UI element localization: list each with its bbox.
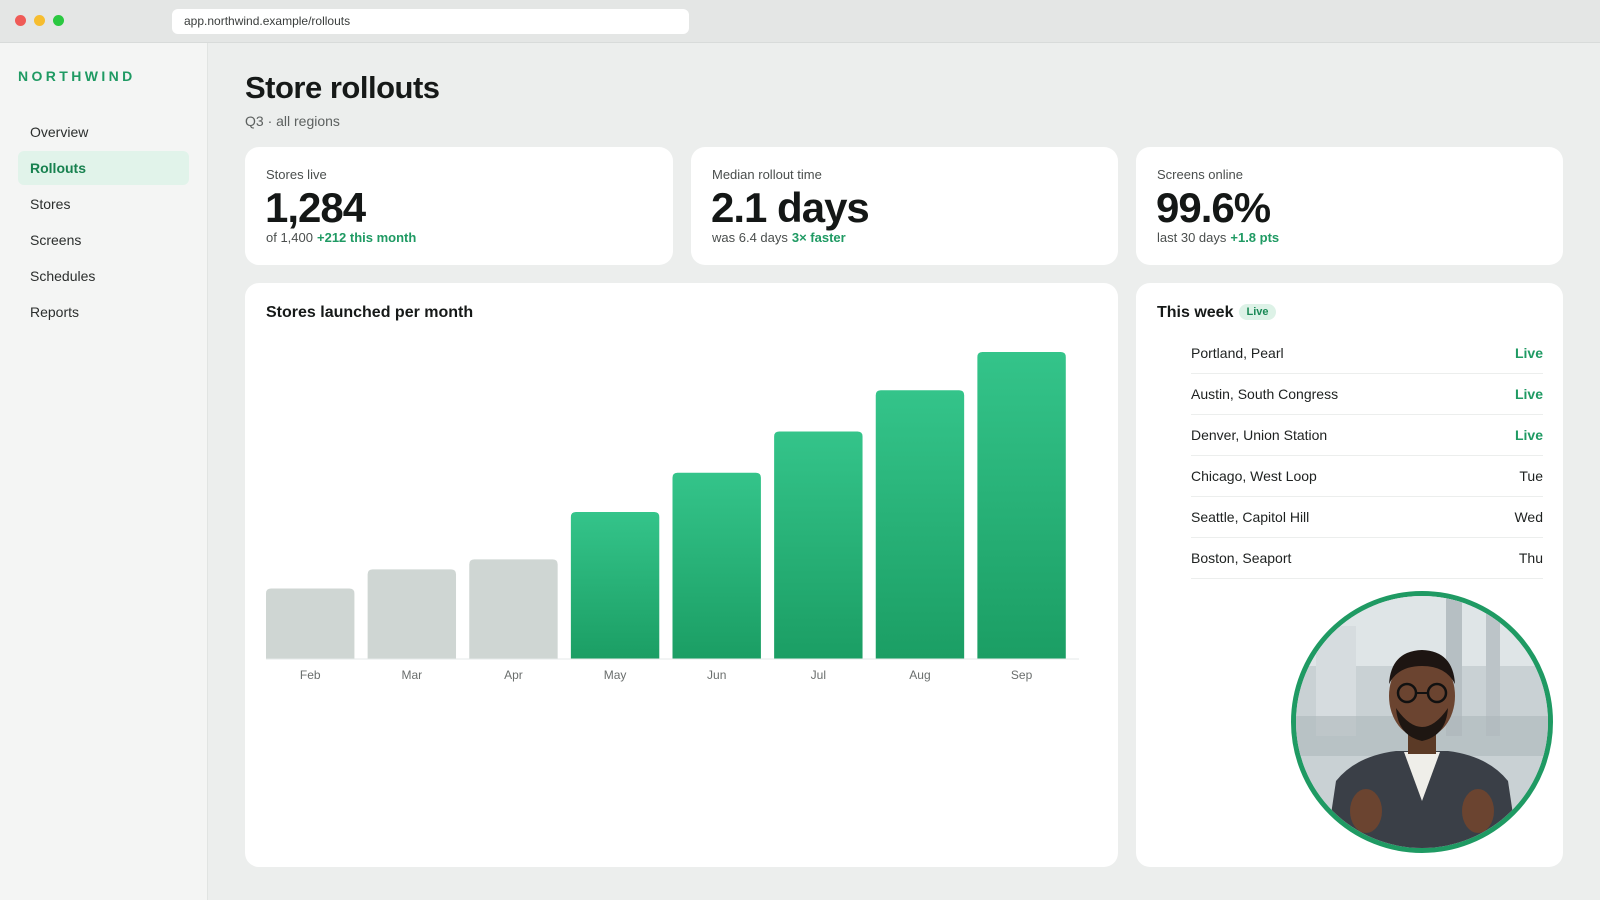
stat-value: 99.6%	[1156, 184, 1271, 231]
page-subtitle: Q3 · all regions	[245, 113, 340, 129]
browser-toolbar: app.northwind.example/rollouts	[0, 0, 1600, 43]
bar-jun[interactable]	[672, 472, 761, 659]
presenter-webcam	[1291, 591, 1553, 853]
page-title: Store rollouts	[245, 70, 440, 105]
x-tick-label: Jul	[811, 668, 826, 682]
store-status: Live	[1514, 427, 1543, 443]
minimize-window-button[interactable]	[34, 15, 45, 26]
store-name: Chicago, West Loop	[1191, 468, 1317, 484]
x-tick-label: Apr	[504, 668, 523, 682]
bar-apr[interactable]	[469, 559, 558, 659]
list-item[interactable]: Chicago, West Loop Tue	[1191, 456, 1543, 497]
bar-chart: Feb Mar Apr May Jun Jul Aug Sep	[266, 352, 1079, 682]
stat-sub-text: was 6.4 days	[712, 230, 788, 245]
stat-delta: 3× faster	[791, 230, 846, 245]
store-name: Seattle, Capitol Hill	[1191, 509, 1310, 525]
stat-sub-text: last 30 days	[1157, 230, 1227, 245]
store-status: Wed	[1514, 509, 1543, 525]
bar-may[interactable]	[570, 512, 660, 659]
address-bar[interactable]: app.northwind.example/rollouts	[172, 9, 689, 34]
stat-value: 2.1 days	[711, 184, 870, 231]
store-status: Live	[1514, 345, 1543, 361]
chart-card: Stores launched per month Feb Mar Apr May Ju…	[245, 283, 1118, 867]
x-tick-label: Mar	[401, 668, 422, 682]
list-item[interactable]: Seattle, Capitol Hill Wed	[1191, 497, 1543, 538]
list-item[interactable]: Denver, Union Station Live	[1191, 415, 1543, 456]
stat-card-screens-online: Screens online 99.6% last 30 days +1.8 pt…	[1136, 147, 1563, 265]
brand-logo[interactable]: NORTHWIND	[18, 68, 136, 84]
stat-sub: of 1,400 +212 this month	[266, 230, 416, 245]
presenter-avatar	[1296, 596, 1548, 848]
stat-card-median-rollout: Median rollout time 2.1 days was 6.4 day…	[691, 147, 1118, 265]
store-name: Denver, Union Station	[1191, 427, 1328, 443]
store-status: Tue	[1519, 468, 1543, 484]
chart-title: Stores launched per month	[266, 304, 474, 321]
close-window-button[interactable]	[15, 15, 26, 26]
store-name: Austin, South Congress	[1191, 386, 1339, 402]
this-week-title-text: This week	[1157, 304, 1234, 321]
stat-delta: +212 this month	[317, 230, 417, 245]
x-tick-label: Jun	[707, 668, 726, 682]
sidebar: NORTHWIND Overview Rollouts Stores Scree…	[0, 43, 208, 900]
sidebar-item-screens[interactable]: Screens	[30, 232, 82, 248]
stat-delta: +1.8 pts	[1230, 230, 1280, 245]
stat-label: Median rollout time	[712, 167, 822, 182]
stat-label: Screens online	[1157, 167, 1243, 182]
x-tick-label: Sep	[1011, 668, 1033, 682]
this-week-list: Portland, Pearl Live Austin, South Congre…	[1191, 333, 1543, 579]
stat-sub: was 6.4 days 3× faster	[712, 230, 846, 245]
x-tick-label: Aug	[909, 668, 930, 682]
list-item[interactable]: Austin, South Congress Live	[1191, 374, 1543, 415]
bar-jul[interactable]	[774, 431, 863, 659]
stat-sub-text: of 1,400	[266, 230, 313, 245]
sidebar-item-overview[interactable]: Overview	[30, 124, 89, 140]
bar-feb[interactable]	[266, 588, 355, 659]
maximize-window-button[interactable]	[53, 15, 64, 26]
stat-label: Stores live	[266, 167, 327, 182]
sidebar-item-stores[interactable]: Stores	[30, 196, 71, 212]
bar-aug[interactable]	[875, 390, 965, 659]
list-item[interactable]: Portland, Pearl Live	[1191, 333, 1543, 374]
store-status: Thu	[1518, 550, 1543, 566]
x-tick-label: Feb	[300, 668, 321, 682]
this-week-title: This week Live	[1157, 304, 1276, 322]
store-name: Boston, Seaport	[1191, 550, 1292, 566]
sidebar-item-schedules[interactable]: Schedules	[30, 268, 96, 284]
sidebar-item-rollouts[interactable]: Rollouts	[18, 151, 189, 185]
live-badge: Live	[1239, 304, 1276, 320]
bar-sep[interactable]	[977, 352, 1066, 659]
sidebar-item-reports[interactable]: Reports	[30, 304, 80, 320]
x-tick-label: May	[604, 668, 627, 682]
bar-mar[interactable]	[367, 569, 457, 659]
list-item[interactable]: Boston, Seaport Thu	[1191, 538, 1543, 579]
stat-sub: last 30 days +1.8 pts	[1157, 230, 1279, 245]
stat-card-stores-live: Stores live 1,284 of 1,400 +212 this mont…	[245, 147, 673, 265]
stat-value: 1,284	[265, 184, 366, 231]
store-status: Live	[1514, 386, 1543, 402]
store-name: Portland, Pearl	[1191, 345, 1284, 361]
